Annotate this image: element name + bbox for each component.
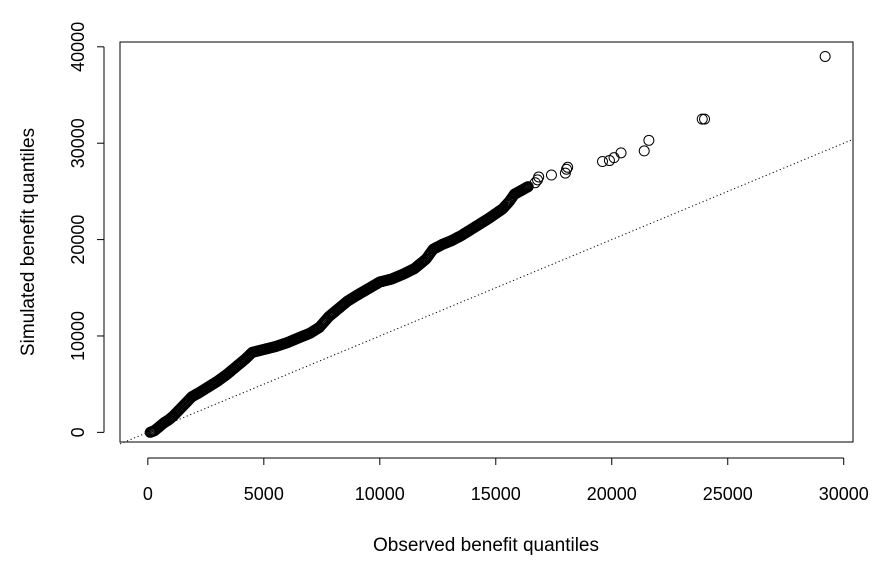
data-point	[615, 147, 627, 159]
y-tick-label: 20000	[68, 215, 88, 265]
y-axis-label: Simulated benefit quantiles	[18, 128, 39, 356]
data-point	[529, 177, 541, 189]
data-point	[561, 163, 573, 175]
data-point	[522, 181, 534, 193]
x-tick-label: 0	[143, 484, 153, 504]
data-point	[533, 171, 545, 183]
x-axis: 0 5000 10000 15000 20000 25000 30000	[143, 457, 869, 504]
data-point	[819, 50, 831, 62]
x-tick-label: 15000	[471, 484, 521, 504]
x-tick-label: 5000	[244, 484, 284, 504]
x-tick-label: 25000	[703, 484, 753, 504]
y-axis: 0 10000 20000 30000 40000	[68, 22, 105, 437]
data-point	[699, 113, 711, 125]
x-axis-label: Observed benefit quantiles	[373, 535, 599, 556]
x-tick-label: 10000	[355, 484, 405, 504]
y-tick-label: 10000	[68, 311, 88, 361]
y-tick-label: 40000	[68, 22, 88, 72]
data-point	[596, 156, 608, 168]
y-tick-label: 0	[68, 427, 88, 437]
reference-line-group	[119, 138, 854, 445]
data-point	[638, 145, 650, 157]
data-point	[545, 169, 557, 181]
plot-frame	[119, 41, 854, 443]
data-points	[144, 50, 831, 438]
data-point	[562, 161, 574, 173]
x-tick-label: 20000	[587, 484, 637, 504]
data-point	[696, 113, 708, 125]
data-point	[643, 134, 655, 146]
reference-line	[119, 138, 854, 445]
x-tick-label: 30000	[819, 484, 869, 504]
y-tick-label: 30000	[68, 118, 88, 168]
